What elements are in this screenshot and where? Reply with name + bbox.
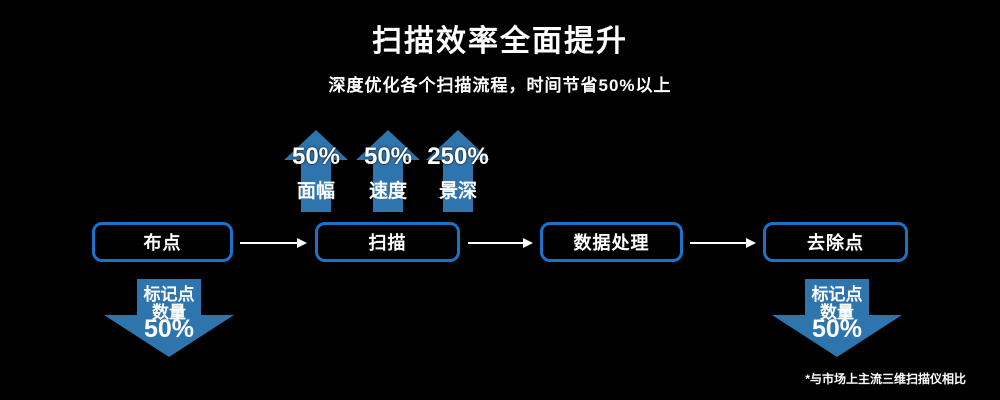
- metric-label: 速度: [368, 181, 408, 202]
- footnote: *与市场上主流三维扫描仪相比: [805, 372, 966, 386]
- flow-arrow-icon: [240, 238, 307, 248]
- metric-label-line1: 标记点: [143, 285, 195, 304]
- up-arrow-area: 50% 面幅: [284, 130, 348, 212]
- flow-arrow-icon: [690, 238, 756, 248]
- down-arrow-icon: [104, 279, 234, 357]
- flow-step-remove-points: 去除点: [763, 222, 908, 262]
- page-title: 扫描效率全面提升: [372, 25, 628, 58]
- down-arrow-markers-right: 标记点 数量 50%: [772, 279, 902, 357]
- down-arrow-icon: [772, 279, 902, 357]
- flow-step-label: 布点: [143, 233, 182, 253]
- up-arrow-icon: [284, 130, 348, 212]
- metric-label-line1: 标记点: [811, 285, 863, 304]
- metric-label: 景深: [438, 181, 478, 202]
- flow-arrow-icon: [468, 238, 533, 248]
- down-arrow-markers-left: 标记点 数量 50%: [104, 279, 234, 357]
- metric-value: 250%: [427, 143, 489, 170]
- flow-step-label: 去除点: [807, 233, 864, 253]
- flow-step-data-processing: 数据处理: [540, 222, 683, 262]
- metric-value: 50%: [363, 143, 413, 170]
- metric-value: 50%: [143, 315, 195, 343]
- page-subtitle: 深度优化各个扫描流程，时间节省50%以上: [328, 76, 672, 95]
- flow-step-scan: 扫描: [315, 222, 460, 262]
- up-arrow-icon: [356, 130, 420, 212]
- flow-step-label: 扫描: [368, 233, 407, 253]
- metric-label-line2: 数量: [152, 303, 186, 322]
- up-arrow-icon: [426, 130, 490, 212]
- up-arrow-speed: 50% 速度: [356, 130, 420, 212]
- flow-step-place-points: 布点: [92, 222, 233, 262]
- metric-label: 面幅: [296, 181, 336, 202]
- up-arrow-depth: 250% 景深: [426, 130, 490, 212]
- flow-step-label: 数据处理: [573, 233, 650, 253]
- metric-value: 50%: [811, 315, 863, 343]
- metric-label-line2: 数量: [820, 303, 854, 322]
- metric-value: 50%: [291, 143, 341, 170]
